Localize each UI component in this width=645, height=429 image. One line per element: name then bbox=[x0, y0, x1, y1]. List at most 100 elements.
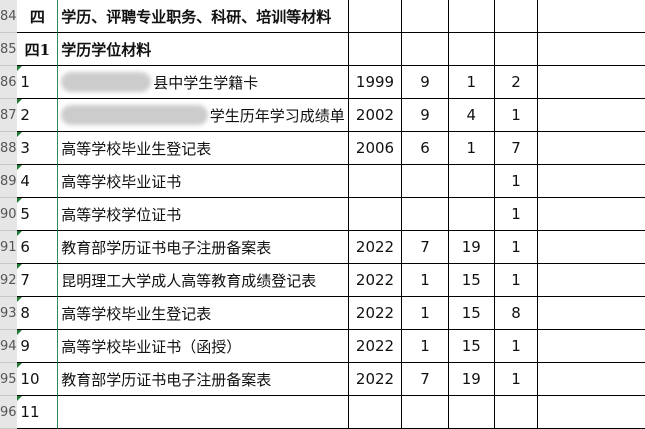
cell-empty[interactable] bbox=[538, 231, 645, 264]
cell-item[interactable] bbox=[58, 396, 349, 429]
cell-year[interactable]: 2022 bbox=[348, 297, 403, 330]
cell-index[interactable]: 四1 bbox=[17, 33, 59, 66]
cell-month[interactable]: 6 bbox=[402, 132, 449, 165]
cell-pages[interactable]: 1 bbox=[494, 231, 539, 264]
cell-month[interactable]: 1 bbox=[402, 297, 449, 330]
cell-day[interactable]: 19 bbox=[448, 231, 495, 264]
cell-item[interactable]: 高等学校学位证书 bbox=[58, 198, 349, 231]
cell-empty[interactable] bbox=[538, 297, 645, 330]
cell-day[interactable] bbox=[448, 198, 495, 231]
cell-month[interactable] bbox=[402, 396, 449, 429]
cell-empty[interactable] bbox=[538, 66, 645, 99]
cell-empty[interactable] bbox=[538, 396, 645, 429]
cell-year[interactable] bbox=[348, 165, 403, 198]
cell-day[interactable]: 15 bbox=[448, 297, 495, 330]
cell-month[interactable] bbox=[402, 165, 449, 198]
cell-empty[interactable] bbox=[538, 264, 645, 297]
cell-month[interactable]: 9 bbox=[402, 66, 449, 99]
cell-year[interactable]: 2002 bbox=[348, 99, 403, 132]
cell-year[interactable]: 2022 bbox=[348, 330, 403, 363]
cell-year[interactable]: 2022 bbox=[348, 231, 403, 264]
cell-item[interactable]: 县中学生学籍卡 bbox=[58, 66, 349, 99]
cell-index[interactable]: 四 bbox=[17, 0, 59, 33]
cell-index[interactable]: 11 bbox=[17, 396, 59, 429]
row-header[interactable]: 93 bbox=[0, 297, 18, 330]
cell-pages[interactable]: 1 bbox=[494, 264, 539, 297]
cell-day[interactable]: 1 bbox=[448, 66, 495, 99]
cell-empty[interactable] bbox=[538, 165, 645, 198]
cell-item[interactable]: 学历、评聘专业职务、科研、培训等材料 bbox=[58, 0, 349, 33]
cell-day[interactable] bbox=[448, 33, 495, 66]
cell-item[interactable]: 学生历年学习成绩单 bbox=[58, 99, 349, 132]
row-header[interactable]: 85 bbox=[0, 33, 18, 66]
cell-pages[interactable]: 8 bbox=[494, 297, 539, 330]
cell-pages[interactable]: 1 bbox=[494, 99, 539, 132]
cell-pages[interactable] bbox=[494, 0, 539, 33]
cell-pages[interactable]: 2 bbox=[494, 66, 539, 99]
cell-item[interactable]: 高等学校毕业证书 bbox=[58, 165, 349, 198]
cell-month[interactable] bbox=[402, 198, 449, 231]
cell-month[interactable] bbox=[402, 33, 449, 66]
cell-month[interactable]: 1 bbox=[402, 330, 449, 363]
cell-index[interactable]: 8 bbox=[17, 297, 59, 330]
cell-item[interactable]: 高等学校毕业证书（函授） bbox=[58, 330, 349, 363]
cell-day[interactable]: 19 bbox=[448, 363, 495, 396]
cell-pages[interactable] bbox=[494, 33, 539, 66]
cell-month[interactable]: 7 bbox=[402, 363, 449, 396]
row-header[interactable]: 92 bbox=[0, 264, 18, 297]
row-header[interactable]: 87 bbox=[0, 99, 18, 132]
cell-index[interactable]: 4 bbox=[17, 165, 59, 198]
cell-month[interactable]: 7 bbox=[402, 231, 449, 264]
row-header[interactable]: 84 bbox=[0, 0, 18, 33]
row-header[interactable]: 95 bbox=[0, 363, 18, 396]
cell-index[interactable]: 1 bbox=[17, 66, 59, 99]
cell-year[interactable] bbox=[348, 0, 403, 33]
cell-month[interactable]: 1 bbox=[402, 264, 449, 297]
row-header[interactable]: 91 bbox=[0, 231, 18, 264]
row-header[interactable]: 86 bbox=[0, 66, 18, 99]
row-header[interactable]: 94 bbox=[0, 330, 18, 363]
row-header[interactable]: 90 bbox=[0, 198, 18, 231]
cell-item[interactable]: 高等学校毕业生登记表 bbox=[58, 132, 349, 165]
cell-year[interactable]: 2022 bbox=[348, 264, 403, 297]
cell-pages[interactable] bbox=[494, 396, 539, 429]
cell-year[interactable] bbox=[348, 396, 403, 429]
cell-item[interactable]: 昆明理工大学成人高等教育成绩登记表 bbox=[58, 264, 349, 297]
cell-empty[interactable] bbox=[538, 330, 645, 363]
cell-index[interactable]: 5 bbox=[17, 198, 59, 231]
cell-month[interactable] bbox=[402, 0, 449, 33]
row-header[interactable]: 88 bbox=[0, 132, 18, 165]
cell-item[interactable]: 教育部学历证书电子注册备案表 bbox=[58, 363, 349, 396]
row-header[interactable]: 96 bbox=[0, 396, 18, 429]
cell-empty[interactable] bbox=[538, 132, 645, 165]
cell-pages[interactable]: 7 bbox=[494, 132, 539, 165]
cell-index[interactable]: 2 bbox=[17, 99, 59, 132]
cell-empty[interactable] bbox=[538, 99, 645, 132]
cell-year[interactable]: 2006 bbox=[348, 132, 403, 165]
cell-year[interactable] bbox=[348, 33, 403, 66]
cell-empty[interactable] bbox=[538, 363, 645, 396]
cell-day[interactable] bbox=[448, 165, 495, 198]
cell-pages[interactable]: 1 bbox=[494, 330, 539, 363]
cell-pages[interactable]: 1 bbox=[494, 165, 539, 198]
cell-empty[interactable] bbox=[538, 0, 645, 33]
cell-item[interactable]: 教育部学历证书电子注册备案表 bbox=[58, 231, 349, 264]
cell-year[interactable]: 1999 bbox=[348, 66, 403, 99]
cell-day[interactable]: 15 bbox=[448, 264, 495, 297]
cell-day[interactable]: 15 bbox=[448, 330, 495, 363]
cell-item[interactable]: 学历学位材料 bbox=[58, 33, 349, 66]
cell-index[interactable]: 7 bbox=[17, 264, 59, 297]
cell-empty[interactable] bbox=[538, 198, 645, 231]
cell-pages[interactable]: 1 bbox=[494, 198, 539, 231]
cell-index[interactable]: 9 bbox=[17, 330, 59, 363]
cell-month[interactable]: 9 bbox=[402, 99, 449, 132]
cell-year[interactable]: 2022 bbox=[348, 363, 403, 396]
cell-day[interactable] bbox=[448, 396, 495, 429]
cell-index[interactable]: 6 bbox=[17, 231, 59, 264]
cell-index[interactable]: 3 bbox=[17, 132, 59, 165]
cell-day[interactable] bbox=[448, 0, 495, 33]
row-header[interactable]: 89 bbox=[0, 165, 18, 198]
cell-item[interactable]: 高等学校毕业生登记表 bbox=[58, 297, 349, 330]
cell-pages[interactable]: 1 bbox=[494, 363, 539, 396]
cell-day[interactable]: 4 bbox=[448, 99, 495, 132]
